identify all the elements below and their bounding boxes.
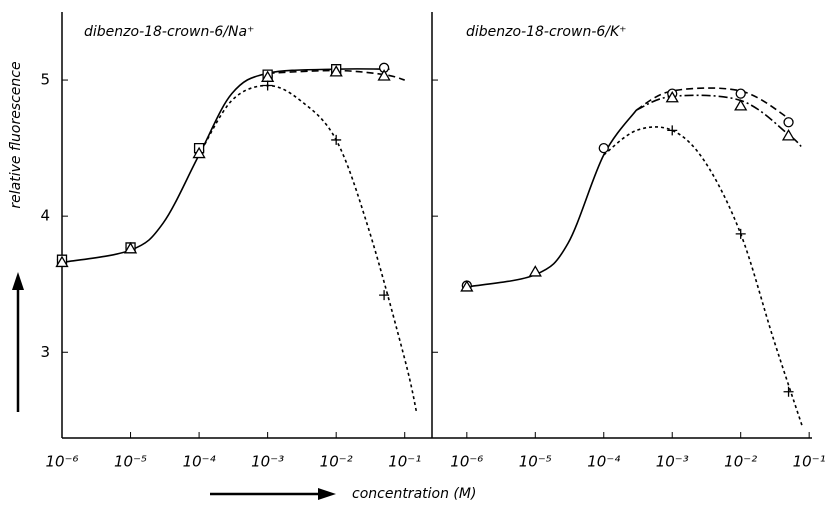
y-axis-label: relative fluorescence bbox=[8, 61, 24, 208]
panel-title: dibenzo-18-crown-6/Na⁺ bbox=[84, 24, 254, 40]
x-tick-label: 10⁻⁵ bbox=[114, 453, 147, 471]
x-tick-label: 10⁻² bbox=[320, 453, 353, 471]
x-tick-label: 10⁻² bbox=[724, 453, 757, 471]
x-tick-label: 10⁻¹ bbox=[793, 453, 826, 471]
y-tick-label: 4 bbox=[40, 207, 50, 225]
y-arrow-head bbox=[12, 272, 24, 290]
marker-circle bbox=[598, 142, 609, 154]
x-tick-label: 10⁻⁴ bbox=[183, 453, 216, 471]
curve bbox=[267, 69, 405, 81]
marker-triangle bbox=[665, 90, 679, 103]
marker-cross bbox=[735, 228, 746, 239]
x-axis-label: concentration (M) bbox=[352, 486, 476, 502]
marker-cross bbox=[331, 134, 342, 145]
x-tick-label: 10⁻⁶ bbox=[45, 453, 78, 471]
x-tick-label: 10⁻¹ bbox=[388, 453, 421, 471]
x-arrow-head bbox=[318, 488, 336, 500]
marker-triangle bbox=[377, 69, 391, 81]
marker-triangle bbox=[192, 146, 206, 159]
x-tick-label: 10⁻⁶ bbox=[450, 453, 483, 471]
x-tick-label: 10⁻⁴ bbox=[587, 453, 620, 471]
curve bbox=[198, 84, 418, 414]
marker-triangle bbox=[123, 242, 138, 254]
curve bbox=[466, 109, 638, 288]
curve bbox=[61, 68, 390, 264]
marker-triangle bbox=[734, 99, 748, 111]
marker-cross bbox=[667, 125, 678, 136]
marker-triangle bbox=[329, 65, 343, 77]
y-tick-label: 3 bbox=[40, 343, 50, 361]
marker-triangle bbox=[460, 280, 474, 292]
curve bbox=[636, 94, 804, 149]
x-tick-label: 10⁻³ bbox=[251, 453, 284, 471]
marker-triangle bbox=[781, 129, 796, 141]
marker-triangle bbox=[528, 265, 542, 277]
marker-cross bbox=[783, 386, 794, 397]
marker-cross bbox=[379, 290, 390, 301]
y-tick-label: 5 bbox=[40, 71, 50, 89]
marker-circle bbox=[783, 117, 794, 128]
panel-title: dibenzo-18-crown-6/K⁺ bbox=[466, 24, 627, 40]
marker-circle bbox=[735, 88, 746, 99]
marker-cross bbox=[262, 80, 273, 91]
marker-triangle bbox=[55, 255, 69, 268]
curve bbox=[636, 87, 789, 119]
x-tick-label: 10⁻³ bbox=[656, 453, 689, 471]
marker-circle bbox=[378, 62, 390, 73]
curve bbox=[603, 126, 804, 428]
x-tick-label: 10⁻⁵ bbox=[519, 453, 552, 471]
